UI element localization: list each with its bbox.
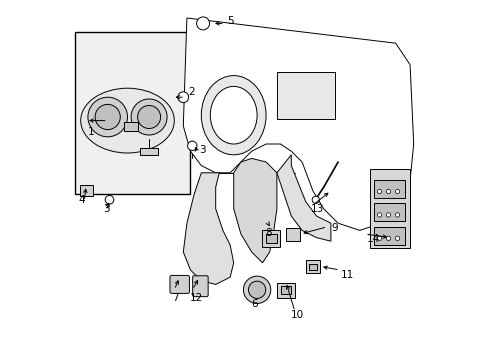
Bar: [280, 286, 291, 294]
Bar: [123, 122, 138, 131]
Ellipse shape: [210, 86, 257, 144]
Circle shape: [386, 189, 390, 194]
Bar: [140, 148, 158, 155]
Bar: [265, 234, 276, 243]
Text: 7: 7: [171, 293, 178, 303]
Bar: [80, 185, 92, 196]
Polygon shape: [183, 18, 413, 230]
Circle shape: [311, 196, 319, 203]
FancyBboxPatch shape: [192, 276, 208, 297]
Text: 4: 4: [78, 195, 84, 206]
Bar: [373, 203, 404, 221]
Text: 13: 13: [310, 204, 324, 215]
Bar: [276, 72, 334, 119]
Bar: [276, 283, 294, 298]
Circle shape: [95, 104, 120, 130]
Circle shape: [248, 281, 265, 298]
Bar: [262, 230, 280, 247]
Text: 12: 12: [189, 293, 203, 303]
Bar: [285, 228, 300, 241]
Bar: [305, 260, 320, 273]
Circle shape: [131, 99, 167, 135]
Text: 2: 2: [188, 87, 195, 98]
Circle shape: [137, 105, 160, 129]
Bar: [373, 180, 404, 198]
Circle shape: [386, 213, 390, 217]
Bar: [75, 32, 190, 194]
Text: 10: 10: [290, 310, 303, 320]
Circle shape: [394, 236, 399, 240]
Text: 9: 9: [330, 223, 337, 233]
Polygon shape: [233, 158, 276, 263]
Circle shape: [196, 17, 209, 30]
Text: 6: 6: [251, 299, 258, 309]
Circle shape: [178, 92, 188, 103]
Bar: [373, 227, 404, 245]
Bar: [370, 169, 409, 248]
Text: 3: 3: [199, 145, 206, 155]
Circle shape: [377, 213, 381, 217]
Circle shape: [187, 141, 197, 150]
Circle shape: [394, 213, 399, 217]
Text: 5: 5: [227, 17, 233, 27]
Bar: [308, 264, 317, 270]
Circle shape: [88, 97, 127, 137]
FancyBboxPatch shape: [170, 275, 189, 293]
Circle shape: [377, 236, 381, 240]
Circle shape: [105, 195, 114, 204]
Circle shape: [243, 276, 270, 303]
Text: 14: 14: [366, 234, 379, 244]
Ellipse shape: [81, 88, 174, 153]
Polygon shape: [183, 173, 233, 284]
Text: 11: 11: [340, 270, 353, 280]
Circle shape: [377, 189, 381, 194]
Circle shape: [394, 189, 399, 194]
Polygon shape: [276, 155, 330, 241]
Text: 1: 1: [88, 127, 94, 137]
Circle shape: [386, 236, 390, 240]
Text: 8: 8: [265, 228, 271, 238]
Text: 3: 3: [103, 204, 110, 215]
Ellipse shape: [201, 76, 265, 155]
